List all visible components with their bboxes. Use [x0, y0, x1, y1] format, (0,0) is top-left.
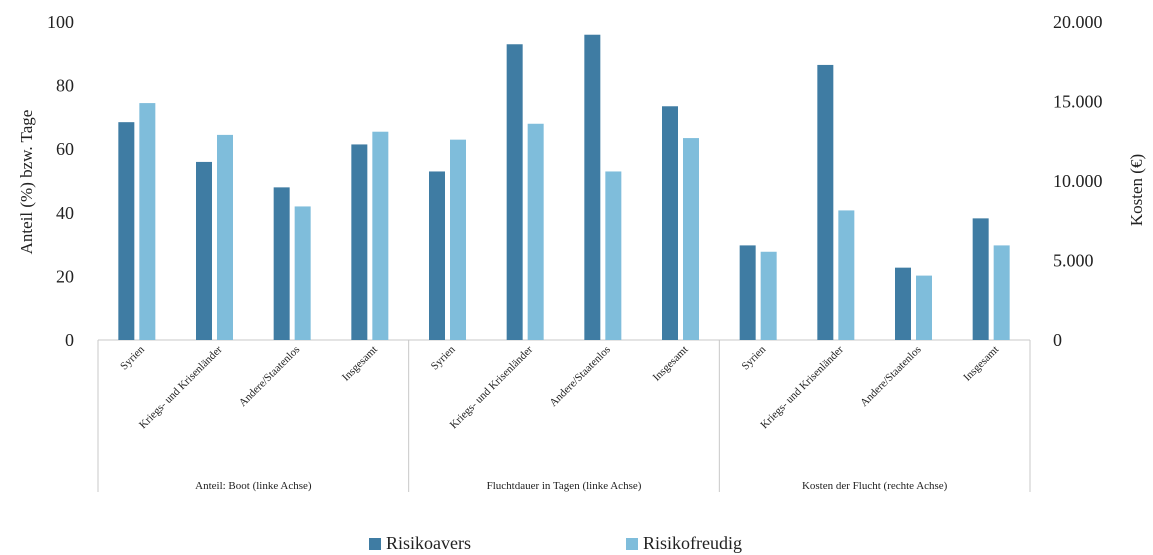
bar-risikoavers-2-0 — [739, 245, 756, 340]
category-label: Kriegs- und Krisenländer — [137, 343, 225, 431]
left-axis-title: Anteil (%) bzw. Tage — [17, 110, 36, 255]
bar-risikoavers-0-2 — [273, 187, 290, 340]
bar-risikoavers-0-3 — [351, 144, 368, 340]
right-axis-tick-label: 15.000 — [1053, 92, 1103, 112]
legend-label-risikoavers: Risikoavers — [386, 533, 471, 553]
right-axis-title: Kosten (€) — [1127, 154, 1146, 226]
bar-risikofreudig-0-0 — [139, 103, 156, 340]
left-axis-tick-label: 60 — [56, 139, 74, 159]
bar-risikofreudig-1-0 — [450, 139, 466, 340]
category-label: Andere/Staatenlos — [237, 344, 303, 410]
group-label: Kosten der Flucht (rechte Achse) — [802, 480, 948, 492]
left-axis-tick-label: 40 — [56, 203, 74, 223]
bar-risikofreudig-2-0 — [760, 251, 777, 340]
bar-risikofreudig-1-1 — [527, 123, 544, 340]
right-axis-tick-label: 20.000 — [1053, 12, 1103, 32]
bar-risikofreudig-0-3 — [372, 131, 389, 340]
bar-risikoavers-0-0 — [118, 122, 135, 340]
left-axis-tick-label: 0 — [65, 330, 74, 350]
bar-risikofreudig-2-2 — [916, 275, 932, 340]
left-axis-tick-label: 80 — [56, 76, 74, 96]
legend-swatch-risikoavers — [369, 537, 381, 550]
category-label: Insgesamt — [961, 344, 1001, 384]
right-axis-tick-label: 0 — [1053, 330, 1062, 350]
chart: 0 20 40 60 80 100 0 5.000 10.000 15.000 20.000 Ante… — [17, 12, 1146, 492]
category-label: Andere/Staatenlos — [547, 344, 613, 410]
bar-risikoavers-1-3 — [662, 106, 678, 341]
bar-risikoavers-2-1 — [817, 64, 834, 341]
legend-swatch-risikofreudig — [626, 537, 638, 550]
group-label: Fluchtdauer in Tagen (linke Achse) — [487, 480, 642, 492]
bar-risikofreudig-0-2 — [294, 206, 311, 340]
bar-risikoavers-2-3 — [972, 218, 989, 340]
category-label: Insgesamt — [651, 344, 691, 384]
bar-risikofreudig-0-1 — [217, 134, 233, 340]
bar-risikoavers-0-1 — [196, 161, 212, 340]
right-axis-tick-label: 5.000 — [1053, 251, 1094, 271]
left-axis-tick-label: 20 — [56, 266, 74, 286]
bar-risikofreudig-1-2 — [605, 171, 622, 340]
bar-risikofreudig-2-1 — [838, 210, 855, 340]
category-label: Kriegs- und Krisenländer — [448, 343, 536, 431]
bar-risikoavers-1-1 — [506, 44, 523, 340]
bar-risikofreudig-1-3 — [683, 138, 699, 340]
right-axis-tick-label: 10.000 — [1053, 171, 1103, 191]
legend-item-risikofreudig: Risikofreudig — [626, 533, 742, 554]
legend: Risikoavers Risikofreudig — [0, 533, 1153, 555]
left-axis-tick-label: 100 — [47, 12, 74, 32]
category-label: Andere/Staatenlos — [858, 344, 924, 410]
category-label: Syrien — [118, 343, 147, 372]
category-label: Insgesamt — [340, 344, 380, 384]
group-label: Anteil: Boot (linke Achse) — [195, 480, 312, 492]
bar-risikofreudig-2-3 — [993, 245, 1010, 340]
category-label: Syrien — [739, 343, 768, 372]
bar-risikoavers-2-2 — [895, 267, 911, 340]
category-label: Kriegs- und Krisenländer — [758, 343, 846, 431]
category-label: Syrien — [429, 343, 458, 372]
legend-item-risikoavers: Risikoavers — [369, 533, 471, 554]
bar-risikoavers-1-0 — [429, 171, 445, 340]
bar-risikoavers-1-2 — [584, 34, 601, 340]
legend-label-risikofreudig: Risikofreudig — [643, 533, 742, 553]
